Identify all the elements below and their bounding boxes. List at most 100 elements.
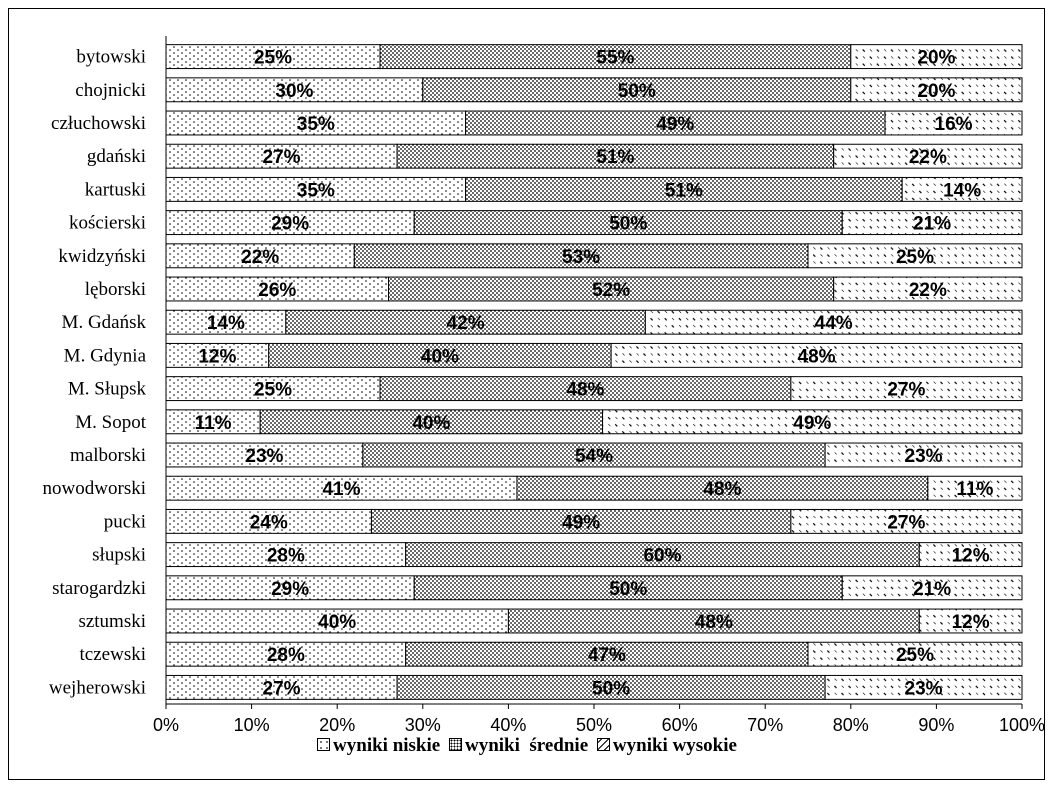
category-label: tczewski [80, 644, 146, 665]
bar-segment-high [602, 409, 1023, 435]
x-tick-label: 20% [319, 715, 355, 735]
data-label-mid: 52% [592, 280, 630, 301]
category-label: M. Gdańsk [62, 312, 147, 333]
bar-segment-high [790, 508, 1023, 534]
data-label-low: 28% [267, 645, 305, 666]
x-tick-label: 10% [234, 715, 270, 735]
data-label-low: 11% [195, 413, 232, 434]
legend-label-mid: wyniki średnie [464, 735, 589, 756]
data-label-high: 21% [913, 579, 951, 600]
data-label-mid: 53% [562, 247, 600, 268]
data-label-high: 48% [798, 346, 836, 367]
data-label-low: 35% [297, 114, 335, 135]
bar-segment-high [833, 143, 1023, 169]
category-label: starogardzki [52, 578, 146, 599]
data-label-low: 12% [198, 346, 236, 367]
x-tick-label: 30% [405, 715, 441, 735]
category-label: kartuski [85, 179, 146, 200]
bar-segment-high [644, 309, 1023, 335]
data-label-low: 14% [207, 313, 245, 334]
legend-label-low: wyniki niskie [333, 735, 441, 756]
x-tick-label: 100% [999, 715, 1045, 735]
bar-segment-high [610, 342, 1023, 368]
legend-swatch-low [317, 738, 331, 752]
data-label-mid: 50% [609, 579, 647, 600]
legend-label-high: wyniki wysokie [612, 735, 737, 756]
category-label: nowodworski [43, 478, 146, 499]
axis-layer: bytowski chojnicki człuchowski gdański kartu… [43, 36, 1045, 735]
category-label: bytowski [76, 47, 146, 68]
data-label-high: 14% [943, 180, 981, 201]
data-label-low: 27% [263, 678, 301, 699]
data-label-mid: 40% [421, 346, 459, 367]
data-label-high: 20% [917, 81, 955, 102]
data-label-high: 25% [896, 645, 934, 666]
legend-swatch-high [596, 738, 610, 752]
data-label-low: 35% [297, 180, 335, 201]
data-label-high: 21% [913, 214, 951, 235]
legend-item-low: wyniki niskie [317, 735, 440, 757]
data-label-low: 41% [322, 479, 360, 500]
bar-segment-high [901, 176, 1023, 202]
category-label: kwidzyński [58, 246, 146, 267]
category-label: M. Sopot [75, 412, 146, 433]
data-label-mid: 48% [703, 479, 741, 500]
x-tick-label: 70% [747, 715, 783, 735]
category-label: słupski [92, 545, 146, 566]
data-label-high: 23% [905, 678, 943, 699]
bar-segment-high [850, 44, 1023, 70]
bar-segment-high [884, 110, 1023, 136]
category-label: lęborski [85, 279, 146, 300]
bar-segment-high [918, 608, 1023, 634]
data-label-low: 29% [271, 214, 309, 235]
bar-segment-high [850, 77, 1023, 103]
data-label-low: 25% [254, 48, 292, 69]
bar-segment-high [807, 641, 1023, 667]
bar-segment-high [927, 475, 1023, 501]
data-label-mid: 50% [592, 678, 630, 699]
data-label-mid: 55% [596, 48, 634, 69]
data-label-mid: 48% [695, 612, 733, 633]
data-label-high: 12% [952, 546, 990, 567]
data-label-high: 22% [909, 147, 947, 168]
data-label-mid: 48% [566, 380, 604, 401]
data-label-mid: 49% [562, 512, 600, 533]
data-label-mid: 51% [596, 147, 634, 168]
data-label-mid: 50% [609, 214, 647, 235]
category-label: chojnicki [75, 80, 146, 101]
category-label: M. Gdynia [64, 345, 147, 366]
data-label-high: 22% [909, 280, 947, 301]
data-label-high: 49% [793, 413, 831, 434]
bar-segment-high [824, 674, 1023, 700]
data-label-low: 25% [254, 380, 292, 401]
data-label-low: 30% [275, 81, 313, 102]
data-label-high: 16% [935, 114, 973, 135]
data-label-high: 27% [887, 380, 925, 401]
data-label-mid: 51% [665, 180, 703, 201]
data-label-low: 24% [250, 512, 288, 533]
data-label-low: 29% [271, 579, 309, 600]
data-label-low: 27% [263, 147, 301, 168]
category-label: wejherowski [49, 677, 146, 698]
bar-segment-high [790, 376, 1023, 402]
legend-item-high: wyniki wysokie [596, 735, 737, 757]
bar-segment-high [824, 442, 1023, 468]
category-label: gdański [87, 146, 146, 167]
category-label: człuchowski [51, 113, 146, 134]
legend-item-mid: wyniki średnie [448, 735, 589, 757]
x-tick-label: 60% [662, 715, 698, 735]
data-label-mid: 47% [588, 645, 626, 666]
data-label-mid: 49% [656, 114, 694, 135]
data-label-mid: 54% [575, 446, 613, 467]
bar-segment-high [841, 575, 1023, 601]
data-label-mid: 42% [447, 313, 485, 334]
x-tick-label: 50% [576, 715, 612, 735]
bar-segment-high [841, 210, 1023, 236]
category-label: M. Słupsk [68, 379, 147, 400]
data-label-high: 27% [887, 512, 925, 533]
data-label-high: 25% [896, 247, 934, 268]
x-tick-label: 0% [153, 715, 179, 735]
x-tick-label: 90% [918, 715, 954, 735]
legend-swatch-mid [448, 738, 462, 752]
